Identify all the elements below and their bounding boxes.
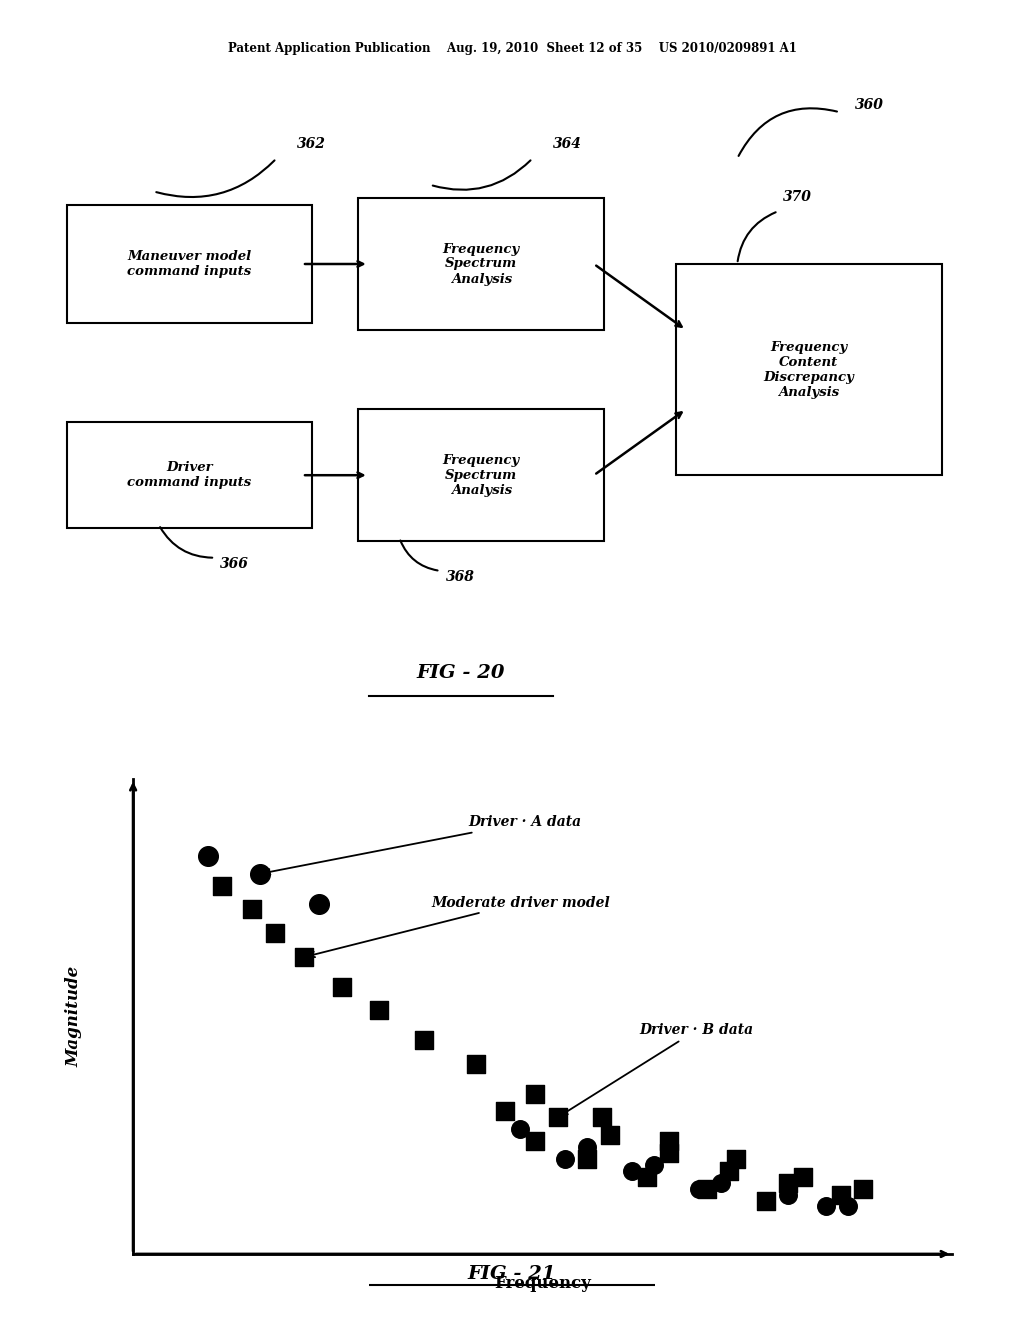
Point: [624, 1160, 640, 1181]
FancyBboxPatch shape: [67, 422, 312, 528]
Text: Frequency
Content
Discrepancy
Analysis: Frequency Content Discrepancy Analysis: [764, 341, 854, 399]
Point: [698, 1177, 715, 1199]
Point: [758, 1191, 774, 1212]
Text: Driver · A data: Driver · A data: [264, 816, 582, 875]
Point: [416, 1030, 432, 1051]
Point: [200, 846, 216, 867]
Point: [714, 1172, 730, 1193]
Point: [601, 1125, 617, 1146]
Text: 364: 364: [553, 137, 582, 152]
Point: [780, 1184, 797, 1205]
Text: Driver · B data: Driver · B data: [562, 1023, 754, 1115]
Point: [780, 1172, 797, 1193]
Text: Moderate driver model: Moderate driver model: [309, 895, 609, 957]
Text: FIG - 20: FIG - 20: [417, 664, 505, 682]
FancyBboxPatch shape: [67, 205, 312, 323]
Point: [580, 1148, 596, 1170]
Text: 362: 362: [297, 137, 326, 152]
Point: [550, 1106, 566, 1127]
Text: FIG - 21: FIG - 21: [468, 1265, 556, 1283]
Point: [498, 1101, 514, 1122]
Text: 368: 368: [445, 570, 474, 583]
Point: [646, 1154, 663, 1176]
FancyBboxPatch shape: [676, 264, 942, 475]
Point: [817, 1196, 834, 1217]
Point: [580, 1137, 596, 1158]
FancyBboxPatch shape: [358, 198, 604, 330]
Text: 366: 366: [220, 557, 249, 570]
Text: Maneuver model
command inputs: Maneuver model command inputs: [127, 249, 252, 279]
Point: [840, 1196, 856, 1217]
Point: [252, 863, 268, 884]
Text: Frequency
Spectrum
Analysis: Frequency Spectrum Analysis: [442, 243, 520, 285]
Point: [527, 1082, 544, 1104]
Point: [758, 1191, 774, 1212]
Point: [639, 1167, 655, 1188]
Point: [833, 1184, 849, 1205]
Point: [728, 1148, 744, 1170]
Point: [468, 1053, 484, 1074]
Point: [214, 875, 230, 896]
Point: [371, 1001, 387, 1022]
Point: [334, 977, 350, 998]
Point: [296, 946, 312, 968]
Text: Patent Application Publication    Aug. 19, 2010  Sheet 12 of 35    US 2010/02098: Patent Application Publication Aug. 19, …: [227, 42, 797, 55]
Point: [855, 1177, 871, 1199]
Text: Frequency
Spectrum
Analysis: Frequency Spectrum Analysis: [442, 454, 520, 496]
Point: [512, 1119, 528, 1140]
Point: [311, 894, 328, 915]
Point: [721, 1160, 737, 1181]
Point: [662, 1130, 678, 1151]
Point: [266, 923, 283, 944]
Text: 370: 370: [783, 190, 812, 205]
Point: [691, 1177, 708, 1199]
FancyBboxPatch shape: [358, 409, 604, 541]
Point: [244, 899, 260, 920]
Text: 360: 360: [855, 98, 884, 112]
Point: [594, 1106, 610, 1127]
Point: [527, 1130, 544, 1151]
Text: Frequency: Frequency: [495, 1275, 591, 1292]
Point: [796, 1167, 812, 1188]
Text: Driver
command inputs: Driver command inputs: [127, 461, 252, 490]
Point: [662, 1142, 678, 1164]
Point: [557, 1148, 573, 1170]
Text: Magnitude: Magnitude: [66, 966, 82, 1067]
